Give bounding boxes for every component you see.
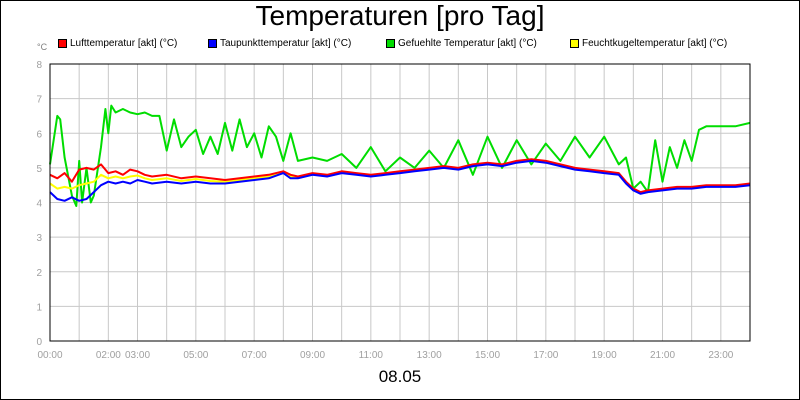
legend-swatch [386, 39, 395, 48]
legend-label: Gefuehlte Temperatur [akt] (°C) [398, 38, 537, 49]
plot-border [49, 63, 751, 342]
chart-title: Temperaturen [pro Tag] [255, 0, 545, 31]
x-tick-label: 11:00 [359, 350, 384, 361]
x-tick-label: 19:00 [592, 350, 617, 361]
y-tick-label: 1 [36, 302, 42, 313]
series-line-2 [49, 104, 751, 207]
legend-label: Lufttemperatur [akt] (°C) [70, 38, 178, 49]
legend-item: Lufttemperatur [akt] (°C) [58, 38, 177, 49]
legend-swatch [570, 39, 579, 48]
x-tick-label: 17:00 [533, 350, 558, 361]
y-tick-label: 8 [36, 60, 42, 71]
x-tick-label: 05:00 [183, 350, 208, 361]
y-tick-label: 3 [36, 233, 42, 244]
y-tick-label: 7 [36, 95, 42, 106]
x-tick-label: 07:00 [242, 350, 267, 361]
legend-item: Taupunkttemperatur [akt] (°C) [208, 38, 351, 49]
x-tick-label: 00:00 [37, 350, 62, 361]
series-line-0 [49, 158, 751, 194]
x-tick-label: 09:00 [300, 350, 325, 361]
legend-label: Taupunkttemperatur [akt] (°C) [220, 38, 352, 49]
y-tick-label: 0 [36, 337, 42, 348]
legend-item: Gefuehlte Temperatur [akt] (°C) [386, 38, 537, 49]
series-line-1 [49, 159, 751, 202]
y-tick-label: 5 [36, 164, 42, 175]
x-tick-label: 15:00 [475, 350, 500, 361]
y-tick-label: 2 [36, 268, 42, 279]
y-axis-unit-label: °C [37, 42, 48, 52]
legend-swatch [208, 39, 217, 48]
x-tick-label: 23:00 [708, 350, 733, 361]
x-tick-label: 21:00 [650, 350, 675, 361]
x-tick-label: 13:00 [417, 350, 442, 361]
legend-swatch [58, 39, 67, 48]
x-tick-label: 03:00 [125, 350, 150, 361]
y-tick-label: 6 [36, 129, 42, 140]
legend-item: Feuchtkugeltemperatur [akt] (°C) [570, 38, 727, 49]
y-tick-label: 4 [36, 199, 42, 210]
legend-label: Feuchtkugeltemperatur [akt] (°C) [582, 38, 728, 49]
x-tick-label: 02:00 [96, 350, 121, 361]
x-axis-date-caption: 08.05 [378, 367, 422, 386]
